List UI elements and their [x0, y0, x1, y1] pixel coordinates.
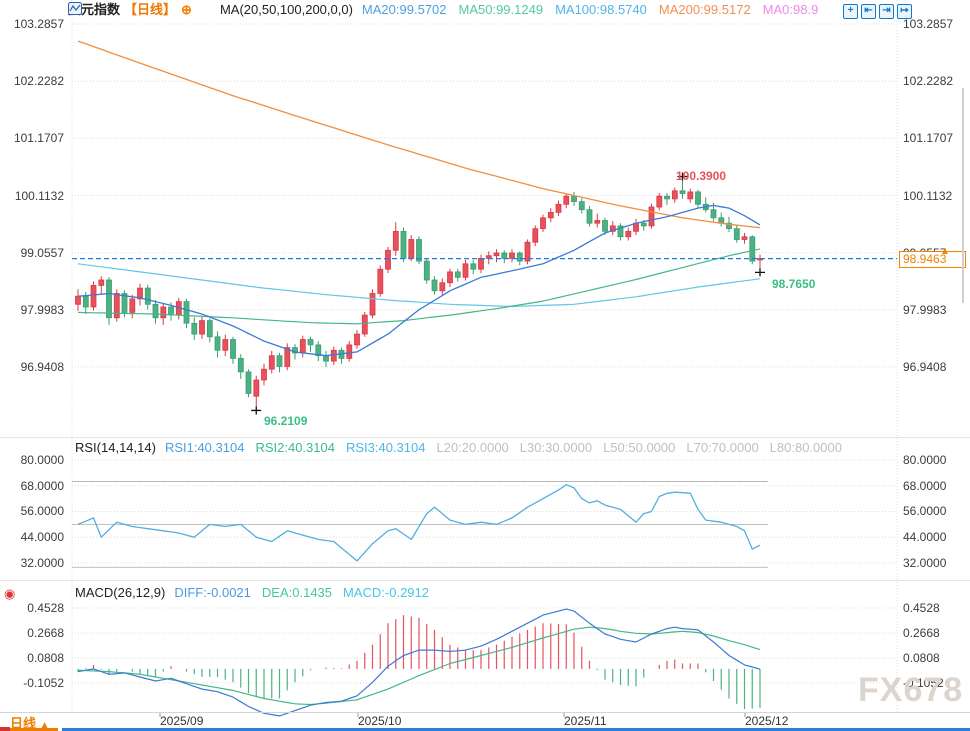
price-axis-label[interactable]: 97.9983 — [903, 302, 947, 317]
rsi-axis-label: 56.0000 — [903, 504, 947, 519]
macd-header: MACD(26,12,9) DIFF:-0.0021 DEA:0.1435 MACD… — [75, 585, 429, 601]
ma-value: MA200:99.5172 — [658, 2, 751, 17]
time-axis-label: 2025/09 — [160, 714, 204, 728]
rsi-axis-label: 80.0000 — [903, 453, 947, 467]
rsi-values: RSI1:40.3104 RSI2:40.3104 RSI3:40.3104 L20:… — [165, 440, 842, 456]
ma-values: MA20:99.5702 MA50:99.1249 MA100:98.5740 MA2… — [362, 2, 818, 18]
ma-value: MA100:98.5740 — [555, 2, 647, 17]
price-axis-label[interactable]: 103.2857 — [903, 17, 954, 31]
price-axis-label: 103.2857 — [13, 17, 64, 31]
price-axis-label[interactable]: 100.1132 — [903, 188, 953, 203]
price-axis-label[interactable]: 96.9408 — [903, 360, 947, 374]
price-axis-label: 101.1707 — [13, 131, 64, 146]
rsi-value: L20:20.0000 — [436, 440, 509, 455]
rsi-value: RSI2:40.3104 — [255, 440, 335, 455]
watermark: FX678 — [858, 671, 964, 709]
tab-arrow-icon: ▲ — [39, 720, 50, 731]
bottom-left-marker — [0, 727, 10, 731]
go-to-latest-icon[interactable]: ↦ — [897, 3, 912, 19]
time-axis-label: 2025/12 — [745, 714, 789, 728]
rsi-value: L70:70.0000 — [686, 440, 759, 455]
rsi-value: L30:30.0000 — [519, 440, 593, 455]
macd-axis-label: 0.0808 — [27, 651, 64, 666]
rsi-axis-label: 44.0000 — [20, 530, 64, 545]
rsi-axis-label: 68.0000 — [20, 478, 64, 493]
price-axis-label: 102.2282 — [13, 74, 64, 89]
time-axis-label: 2025/11 — [564, 714, 607, 728]
tab-daily[interactable]: 日线 ▲ — [10, 716, 50, 731]
time-axis-label: 2025/10 — [358, 714, 402, 728]
ma-value: MA20:99.5702 — [361, 2, 447, 17]
panel-separator — [0, 437, 970, 438]
macd-value: DEA:0.1435 — [261, 585, 333, 600]
macd-title[interactable]: MACD(26,12,9) — [75, 585, 166, 600]
macd-value: DIFF:-0.0021 — [174, 585, 251, 600]
price-axis-label: 97.9983 — [20, 302, 64, 317]
price-up-arrow-icon: ▲ — [940, 246, 950, 257]
axis-scale-right-icon[interactable]: ⇥ — [879, 3, 894, 19]
ma-value: MA0:98.9 — [762, 2, 819, 17]
macd-axis-label: 0.4528 — [903, 601, 940, 616]
rsi-value: L50:50.0000 — [603, 440, 676, 455]
active-tab-underline — [10, 728, 58, 731]
annotation-min-low: 96.2109 — [264, 414, 308, 428]
xaxis-separator — [0, 712, 970, 713]
macd-axis-label: -0.1052 — [903, 676, 944, 691]
rsi-axis-label: 56.0000 — [20, 504, 64, 519]
annotation-high: 100.3900 — [676, 169, 727, 183]
add-indicator-icon[interactable]: ⊕ — [181, 2, 192, 17]
rsi-axis-label: 80.0000 — [20, 453, 64, 467]
annotation-recent-low: 98.7650 — [772, 277, 816, 291]
price-axis-label: 100.1132 — [14, 188, 64, 203]
pan-icon[interactable]: + — [843, 3, 858, 19]
bottom-strip — [62, 728, 970, 731]
macd-axis-label: 0.4528 — [27, 601, 64, 616]
period-tag[interactable]: 【日线】 — [124, 2, 177, 17]
rsi-title[interactable]: RSI(14,14,14) — [75, 440, 156, 455]
macd-value: MACD:-0.2912 — [343, 585, 429, 600]
axis-scale-left-icon[interactable]: ⇤ — [861, 3, 876, 19]
macd-settings-icon[interactable]: ◉ — [4, 586, 16, 601]
macd-axis-label: -0.1052 — [23, 676, 64, 691]
price-axis-label: 96.9408 — [20, 360, 64, 374]
rsi-value: RSI1:40.3104 — [164, 440, 245, 455]
rsi-axis-label: 32.0000 — [20, 555, 64, 570]
rsi-header: RSI(14,14,14) RSI1:40.3104 RSI2:40.3104 RS… — [75, 440, 842, 456]
panel-separator — [0, 580, 970, 581]
macd-values: DIFF:-0.0021 DEA:0.1435 MACD:-0.2912 — [174, 585, 429, 601]
macd-axis-label: 0.0808 — [903, 651, 940, 666]
rsi-axis-label: 32.0000 — [903, 555, 947, 570]
chart-header: 美元指数 【日线】 ⊕ MA(20,50,100,200,0,0) MA20:9… — [68, 2, 818, 18]
ma-chart-icon[interactable] — [68, 2, 215, 17]
rsi-axis-label: 68.0000 — [903, 478, 947, 493]
price-axis-label[interactable]: 102.2282 — [903, 74, 954, 89]
rsi-value: RSI3:40.3104 — [345, 440, 426, 455]
price-axis-label[interactable]: 101.1707 — [903, 131, 954, 146]
rsi-value: L80:80.0000 — [769, 440, 842, 455]
ma-settings[interactable]: MA(20,50,100,200,0,0) — [219, 2, 353, 17]
macd-axis-label: 0.2668 — [27, 626, 64, 641]
chart-toolbar: + ⇤ ⇥ ↦ — [843, 3, 912, 19]
current-price-badge[interactable]: 98.9463 — [899, 251, 966, 268]
right-scrollbar[interactable] — [962, 88, 964, 303]
ma-value: MA50:99.1249 — [458, 2, 544, 17]
price-axis-label: 99.0557 — [20, 245, 64, 260]
macd-axis-label: 0.2668 — [903, 626, 940, 641]
rsi-axis-label: 44.0000 — [903, 530, 947, 545]
